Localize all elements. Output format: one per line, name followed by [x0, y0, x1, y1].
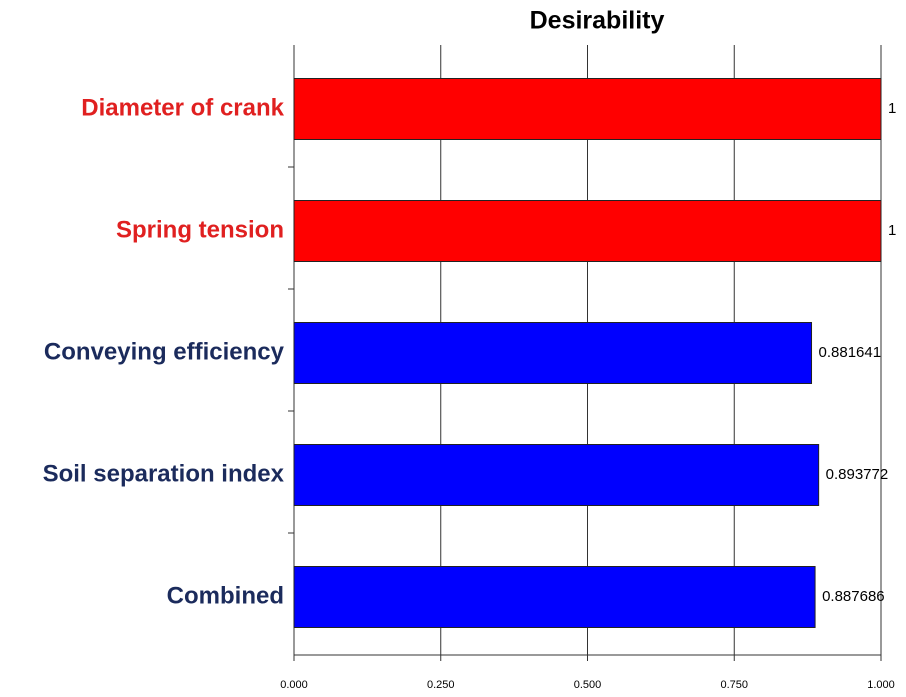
value-label: 1: [888, 222, 896, 239]
bar: [293, 78, 882, 140]
x-tick-label: 1.000: [867, 679, 895, 691]
value-label: 1: [888, 100, 896, 117]
bar: [293, 566, 816, 628]
value-label: 0.887686: [822, 588, 885, 605]
bar: [293, 444, 820, 506]
x-tick-label: 0.500: [574, 679, 602, 691]
y-tick-label: Diameter of crank: [81, 94, 284, 121]
y-tick-label: Spring tension: [116, 216, 284, 243]
value-label: 0.893772: [826, 466, 889, 483]
chart-title: Desirability: [530, 7, 665, 35]
y-tick-label: Conveying efficiency: [44, 338, 285, 365]
x-tick-label: 0.250: [427, 679, 455, 691]
value-label: 0.881641: [819, 344, 882, 361]
y-tick-label: Combined: [167, 582, 284, 609]
bar: [293, 200, 882, 262]
x-tick-label: 0.000: [280, 679, 308, 691]
y-tick-label: Soil separation index: [43, 460, 285, 487]
x-tick-label: 0.750: [720, 679, 748, 691]
bar: [293, 322, 813, 384]
